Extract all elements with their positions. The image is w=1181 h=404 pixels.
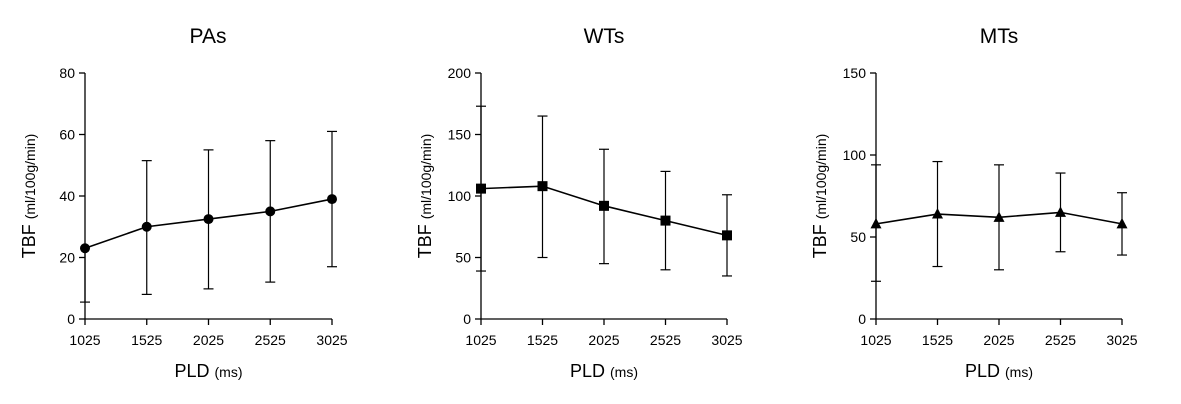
- chart-panel-1: WTs 0 50 100 150 200 1025 1525 2025 2525 3025 PLD (m…: [415, 25, 743, 381]
- x-tick-label: 2025: [193, 332, 224, 348]
- y-tick-label: 100: [448, 188, 472, 204]
- y-tick-label: 40: [59, 188, 75, 204]
- y-axis-label-name: TBF: [415, 224, 435, 258]
- y-tick-label: 150: [448, 127, 472, 143]
- chart-title: PAs: [190, 25, 227, 48]
- data-point: [993, 211, 1005, 222]
- y-tick-label: 60: [59, 127, 75, 143]
- y-axis-label: TBF (ml/100g/min): [810, 134, 830, 259]
- data-point: [141, 221, 152, 232]
- y-axis-label-unit: (ml/100g/min): [418, 134, 434, 220]
- x-axis-label: PLD (ms): [965, 361, 1033, 381]
- chart-title: WTs: [584, 25, 625, 48]
- x-tick-label: 3025: [316, 332, 347, 348]
- x-tick-label: 1025: [465, 332, 496, 348]
- x-axis-label: PLD (ms): [570, 361, 638, 381]
- y-tick-label: 0: [463, 311, 471, 327]
- x-tick-label: 1525: [131, 332, 162, 348]
- data-point: [537, 181, 548, 192]
- y-tick-label: 50: [455, 250, 471, 266]
- x-axis-label-unit: (ms): [215, 364, 243, 380]
- y-tick-label: 20: [59, 250, 75, 266]
- data-point: [870, 217, 882, 229]
- data-point: [327, 194, 337, 205]
- x-tick-label: 3025: [711, 332, 742, 348]
- data-point: [660, 215, 671, 226]
- chart-title: MTs: [980, 25, 1019, 48]
- data-point: [932, 208, 943, 219]
- data-point: [1116, 217, 1128, 229]
- data-point: [265, 206, 276, 217]
- y-axis-label-name: TBF: [19, 224, 39, 258]
- y-axis-label: TBF (ml/100g/min): [19, 134, 39, 259]
- data-point: [1055, 206, 1066, 217]
- x-axis-label-unit: (ms): [1005, 364, 1033, 380]
- y-tick-label: 50: [850, 229, 866, 245]
- x-tick-label: 1025: [69, 332, 100, 348]
- y-axis-label-name: TBF: [810, 224, 830, 258]
- chart-panel-2: MTs 0 50 100 150 1025 1525 2025 2525 3025 PLD (ms) T…: [810, 25, 1138, 381]
- x-tick-label: 2525: [1045, 332, 1076, 348]
- y-tick-label: 100: [843, 147, 867, 163]
- x-tick-label: 2025: [588, 332, 619, 348]
- x-tick-label: 1525: [922, 332, 953, 348]
- y-tick-label: 0: [67, 311, 75, 327]
- data-point: [80, 243, 90, 254]
- x-tick-label: 3025: [1106, 332, 1137, 348]
- data-point: [203, 214, 214, 225]
- y-axis-label-unit: (ml/100g/min): [22, 134, 38, 220]
- x-tick-label: 1025: [860, 332, 891, 348]
- x-tick-label: 2525: [650, 332, 681, 348]
- x-tick-label: 2525: [255, 332, 286, 348]
- y-tick-label: 150: [843, 65, 867, 81]
- x-tick-label: 2025: [983, 332, 1014, 348]
- data-point: [476, 183, 486, 194]
- x-axis-label-name: PLD: [174, 361, 209, 381]
- y-axis-label-unit: (ml/100g/min): [813, 134, 829, 220]
- y-tick-label: 0: [858, 311, 866, 327]
- x-axis-label: PLD (ms): [174, 361, 242, 381]
- x-axis-label-unit: (ms): [610, 364, 638, 380]
- y-tick-label: 80: [59, 65, 75, 81]
- x-tick-label: 1525: [527, 332, 558, 348]
- y-tick-label: 200: [448, 65, 472, 81]
- data-point: [599, 200, 609, 211]
- data-point: [722, 230, 732, 241]
- x-axis-label-name: PLD: [570, 361, 605, 381]
- x-axis-label-name: PLD: [965, 361, 1000, 381]
- chart-panel-0: PAs 0 20 40 60 80 1025 1525 2025 2525 3025 PLD (ms) T…: [19, 25, 348, 381]
- y-axis-label: TBF (ml/100g/min): [415, 134, 435, 259]
